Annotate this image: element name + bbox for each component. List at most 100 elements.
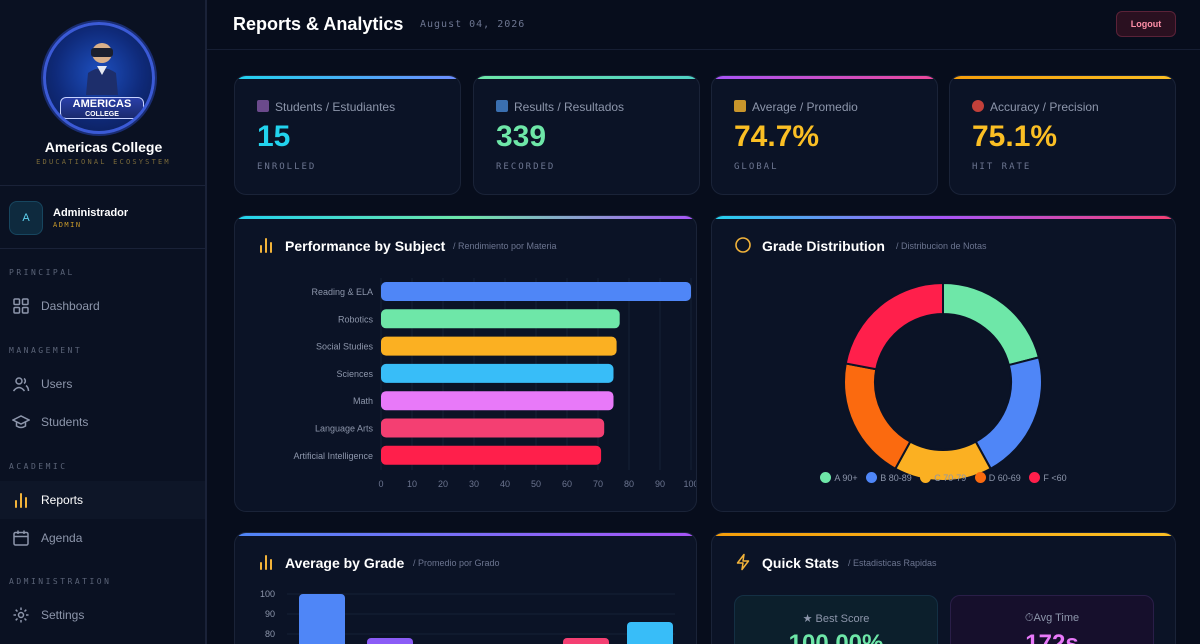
quick-stat-avg-time: ⏱Avg Time 172s [950,595,1154,644]
donut-slice[interactable] [844,281,944,371]
card-accent-bar [950,76,1175,79]
y-tick-label: Social Studies [316,342,374,352]
legend-item[interactable]: B 80-89 [866,472,912,483]
sidebar-item-label: Users [41,377,73,391]
panel-subtitle: / Promedio por Grado [413,558,500,568]
nav-section-administration: ADMINISTRATION [9,577,112,586]
y-tick-label: Language Arts [315,424,374,434]
x-tick-label: 30 [469,479,479,489]
stat-label: Average / Promedio [734,100,858,114]
user-name: Administrador [53,207,129,219]
legend-item[interactable]: D 60-69 [974,472,1021,483]
x-tick-label: 40 [500,479,510,489]
users-icon [12,377,30,392]
card-accent-bar [712,76,937,79]
x-tick-label: 0 [378,479,383,489]
y-tick-label: 90 [265,609,275,619]
stat-label-text: Accuracy / Precision [990,100,1099,114]
bar[interactable] [299,594,345,644]
brand-subtitle: EDUCATIONAL ECOSYSTEM [36,158,171,166]
bar[interactable] [381,309,620,329]
sidebar-item-label: Reports [41,493,84,507]
bar[interactable] [381,391,614,411]
legend-swatch [974,472,986,483]
sidebar-item-students[interactable]: Students [0,403,205,441]
quick-stat-label-text: Best Score [815,613,870,625]
grid-icon [13,298,29,314]
legend-item[interactable]: A 90+ [820,472,858,483]
legend-label: B 80-89 [880,473,912,483]
legend-item[interactable]: F <60 [1029,472,1067,483]
stat-value: 74.7% [734,120,820,153]
bar[interactable] [627,622,673,644]
panel-title: Quick Stats [762,555,840,571]
stat-card-average: Average / Promedio 74.7% GLOBAL [711,75,938,195]
x-tick-label: 10 [407,479,417,489]
avatar: A [9,201,43,235]
legend-item[interactable]: C 70-79 [920,472,967,483]
grade-average-chart: 100 90 80 [260,589,675,644]
bar[interactable] [563,638,609,644]
bar[interactable] [381,363,614,383]
sidebar-item-label: Settings [41,608,85,622]
user-profile[interactable]: A Administrador ADMIN [0,187,205,249]
donut-slice[interactable] [974,356,1043,471]
stat-caption: RECORDED [496,162,556,172]
bar[interactable] [367,638,413,644]
y-tick-label: 80 [265,629,275,639]
sidebar-item-reports[interactable]: Reports [0,481,205,519]
legend-label: D 60-69 [988,473,1021,483]
y-tick-label: Math [353,396,373,406]
card-accent-bar [712,216,1175,219]
sidebar-item-settings[interactable]: Settings [0,596,205,634]
logout-button[interactable]: Logout [1116,11,1176,37]
graduation-cap-icon [12,415,30,429]
legend-swatch [1029,472,1041,483]
bar[interactable] [381,445,602,465]
performance-by-subject-panel: Performance by Subject / Rendimiento por… [234,215,697,512]
page-title: Reports & Analytics [233,14,404,34]
stat-caption: GLOBAL [734,162,779,172]
chart-legend: A 90+ B 80-89 C 70-79 D 60-69 F <60 [712,472,1175,483]
card-accent-bar [235,533,696,536]
sidebar-item-label: Students [41,415,89,429]
nav-section-academic: ACADEMIC [9,462,68,471]
page-date: August 04, 2026 [420,19,526,30]
bar[interactable] [381,282,691,301]
donut-chart-icon [735,237,751,253]
x-tick-label: 100 [683,479,697,489]
x-tick-label: 80 [624,479,634,489]
sidebar-item-dashboard[interactable]: Dashboard [0,287,205,325]
user-role: ADMIN [53,221,82,229]
stat-label: Accuracy / Precision [972,100,1099,114]
donut-slice[interactable] [942,281,1041,367]
panel-subtitle: / Estadisticas Rapidas [848,558,937,568]
bar[interactable] [381,336,617,356]
legend-label: A 90+ [834,473,858,483]
bar-chart-icon [260,555,272,570]
average-by-grade-panel: Average by Grade / Promedio por Grado 10… [234,532,697,644]
quick-stat-value: 172s [1025,630,1079,644]
bar[interactable] [381,418,605,438]
trophy-icon [734,100,746,112]
donut-slice[interactable] [843,362,912,471]
stat-card-students: Students / Estudiantes 15 ENROLLED [234,75,461,195]
stat-value: 75.1% [972,120,1058,153]
stat-label: Results / Resultados [496,100,624,114]
card-accent-bar [235,216,696,219]
panel-subtitle: / Rendimiento por Materia [453,241,557,251]
stat-label-text: Average / Promedio [752,100,858,114]
legend-label: C 70-79 [934,473,967,483]
card-accent-bar [712,533,1175,536]
sidebar-item-agenda[interactable]: Agenda [0,519,205,557]
quick-stat-label: ⏱Avg Time [951,612,1153,625]
x-tick-label: 60 [562,479,572,489]
timer-icon: ⏱ [1024,612,1034,624]
legend-swatch [820,472,832,483]
logo-banner: AMERICAS COLLEGE [60,97,144,119]
sidebar-item-label: Agenda [41,531,83,545]
stat-value: 339 [496,120,547,153]
calendar-icon [13,530,29,546]
stat-label: Students / Estudiantes [257,100,395,114]
sidebar-item-users[interactable]: Users [0,365,205,403]
